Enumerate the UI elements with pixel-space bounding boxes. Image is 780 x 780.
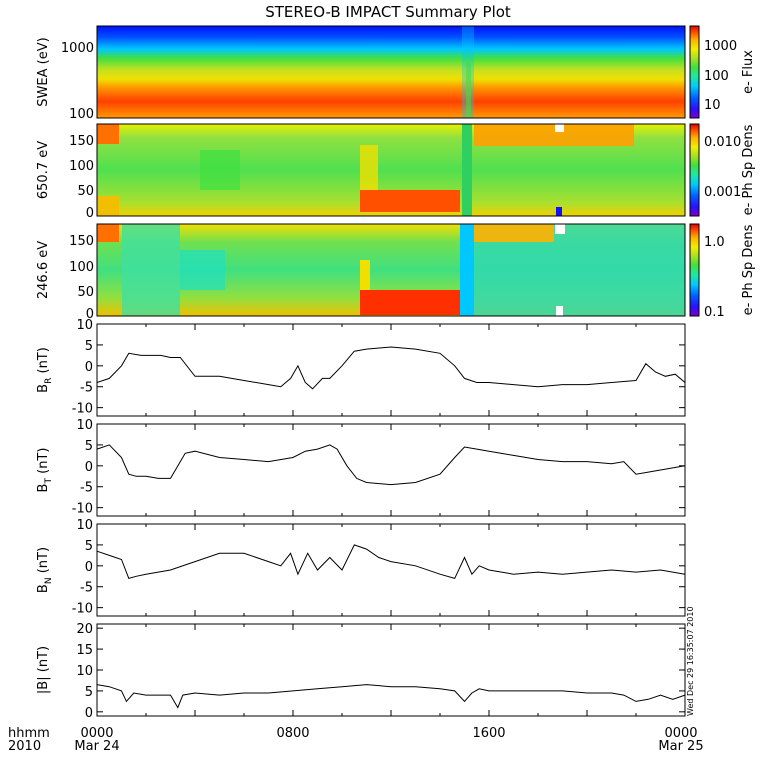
time-tick-1600: 1600 (472, 726, 505, 741)
pad650-ytick-100: 100 (69, 159, 94, 174)
ylabel-sub: T (44, 478, 54, 485)
pad650-ylabel: 650.7 eV (36, 141, 51, 199)
ytick-label: 15 (76, 643, 93, 658)
ylabel-unit: (nT) (36, 547, 51, 577)
panel-frame (96, 323, 686, 417)
ylabel-main: B (36, 384, 51, 393)
series-line (96, 444, 686, 486)
pad650-ytick-50: 50 (77, 184, 94, 199)
axis-label-year: 2010 (8, 739, 41, 754)
ytick-label: 0 (85, 706, 93, 721)
timestamp-stamp: Wed Dec 29 16:35:07 2010 (686, 606, 695, 716)
pad246-cb-tick-01: 0.1 (704, 305, 725, 320)
pad246-cb-label: e- Ph Sp Dens (741, 224, 756, 315)
pad650-colorbar: 0.010 0.001 e- Ph Sp Dens (689, 123, 756, 217)
panel-line-1: 10 5 0 -5 -10 BT (nT) (36, 418, 686, 517)
ylabel-unit: (nT) (36, 347, 51, 377)
ytick-label: 5 (85, 539, 93, 554)
ytick-label: -5 (80, 381, 93, 396)
panel-pad650: 650.7 eV 150 100 50 0 0.010 0.001 e- Ph … (36, 123, 756, 221)
panel-line-2: 10 5 0 -5 -10 BN (nT) (36, 518, 686, 617)
pad246-colorbar: 1.0 0.1 e- Ph Sp Dens (689, 223, 756, 320)
ylabel-unit: (nT) (36, 646, 51, 676)
ytick-label: 10 (76, 418, 93, 433)
pad246-ytick-0: 0 (86, 307, 94, 322)
pad650-cb-tick-0001: 0.001 (704, 185, 741, 200)
axis-label-hhmm: hhmm (8, 726, 50, 741)
swea-colorbar: 1000 100 10 e- Flux (689, 25, 756, 119)
ytick-label: 0 (85, 560, 93, 575)
ylabel-sub: R (44, 378, 54, 384)
ylabel-unit: (nT) (36, 448, 51, 478)
time-tick-date-b: Mar 25 (658, 739, 703, 754)
pad650-ytick-0: 0 (86, 206, 94, 221)
swea-cb-tick-1000: 1000 (704, 39, 737, 54)
time-tick-0800: 0800 (276, 726, 309, 741)
ylabel-main: B (36, 484, 51, 493)
swea-cb-tick-100: 100 (704, 69, 729, 84)
ytick-label: 5 (85, 439, 93, 454)
plot-title: STEREO-B IMPACT Summary Plot (265, 3, 511, 21)
time-axis: hhmm 2010 0000 Mar 24 0800 1600 0000 Mar… (8, 726, 704, 754)
ytick-label: 10 (76, 518, 93, 533)
swea-cb-tick-10: 10 (704, 98, 721, 113)
panel-frame (96, 523, 686, 617)
panel-line-0: 10 5 0 -5 -10 BR (nT) (36, 318, 686, 417)
time-tick-date-a: Mar 24 (74, 739, 119, 754)
swea-ytick-1000: 1000 (61, 41, 94, 56)
ylabel-main: B (36, 584, 51, 593)
ylabel-main: |B| (36, 676, 51, 694)
pad246-ytick-50: 50 (77, 285, 94, 300)
line-ylabel: |B| (nT) (36, 646, 51, 694)
panel-frame (96, 423, 686, 517)
line-ylabel: BR (nT) (36, 347, 54, 393)
ytick-label: 0 (85, 360, 93, 375)
swea-cb-label: e- Flux (741, 50, 756, 94)
ytick-label: 0 (85, 460, 93, 475)
panel-pad246: 246.6 eV 150 100 50 0 1.0 0.1 e- Ph Sp D… (36, 223, 756, 322)
pad246-cb-tick-10: 1.0 (704, 235, 725, 250)
line-ylabel: BT (nT) (36, 448, 54, 493)
pad246-ytick-150: 150 (69, 234, 94, 249)
swea-ytick-100: 100 (69, 107, 94, 122)
pad650-ytick-150: 150 (69, 134, 94, 149)
pad246-ytick-100: 100 (69, 260, 94, 275)
ytick-label: -5 (80, 481, 93, 496)
series-line (96, 684, 686, 709)
ytick-label: 10 (76, 664, 93, 679)
ytick-label: 20 (76, 622, 93, 637)
panel-swea: SWEA (eV) 1000 100 1000 100 10 e- Flux (36, 25, 756, 122)
panel-frame (96, 623, 686, 717)
time-tick-0000-a: 0000 (80, 726, 113, 741)
swea-ylabel: SWEA (eV) (36, 37, 51, 106)
pad246-ylabel: 246.6 eV (36, 241, 51, 299)
pad650-cb-tick-0010: 0.010 (704, 135, 741, 150)
panel-line-3: 20 15 10 5 0 |B| (nT) (36, 622, 686, 721)
ytick-label: -5 (80, 581, 93, 596)
ytick-label: 10 (76, 318, 93, 333)
ytick-label: 5 (85, 339, 93, 354)
series-line (96, 544, 686, 580)
time-tick-0000-b: 0000 (664, 726, 697, 741)
ytick-label: -10 (72, 502, 93, 517)
ytick-label: -10 (72, 402, 93, 417)
series-line (96, 346, 686, 390)
line-ylabel: BN (nT) (36, 547, 54, 593)
pad650-cb-label: e- Ph Sp Dens (741, 124, 756, 215)
ytick-label: -10 (72, 602, 93, 617)
ylabel-sub: N (44, 577, 54, 584)
ytick-label: 5 (85, 685, 93, 700)
